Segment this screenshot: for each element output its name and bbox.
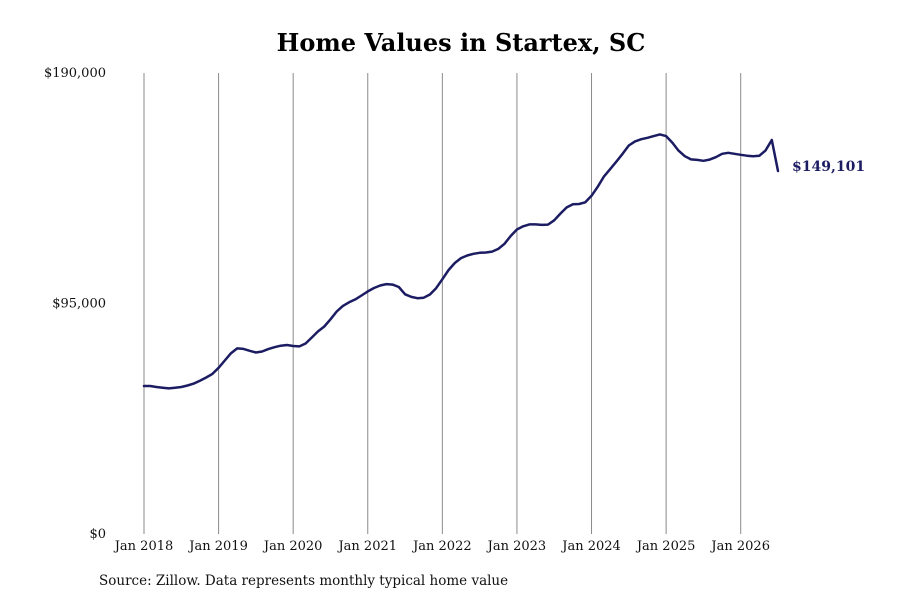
x-tick-label: Jan 2018 [113,539,174,554]
x-tick-label: Jan 2026 [709,539,770,554]
last-value-label: $149,101 [792,159,865,175]
x-tick-label: Jan 2019 [187,539,248,554]
chart-title: Home Values in Startex, SC [276,28,646,57]
y-tick-label: $95,000 [52,297,106,312]
y-tick-label: $0 [89,527,106,542]
series-line [142,133,780,390]
x-tick-label: Jan 2021 [336,539,397,554]
y-tick-label: $190,000 [44,66,106,81]
x-tick-label: Jan 2024 [560,539,621,554]
x-tick-label: Jan 2022 [411,539,472,554]
x-tick-label: Jan 2023 [486,539,547,554]
source-note: Source: Zillow. Data represents monthly … [99,573,509,589]
x-tick-label: Jan 2025 [635,539,696,554]
x-tick-label: Jan 2020 [262,539,323,554]
